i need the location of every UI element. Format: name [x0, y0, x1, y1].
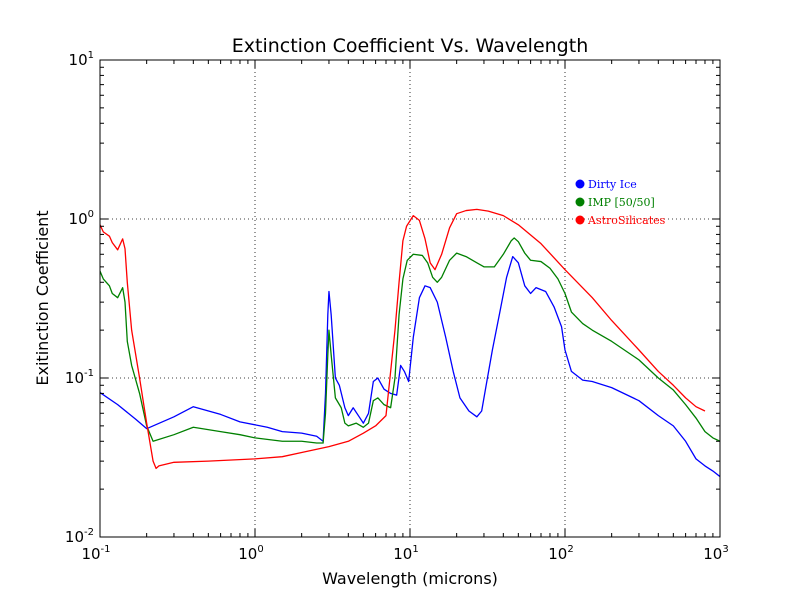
- legend-label-astrosilicates: AstroSilicates: [587, 214, 666, 227]
- series-line-imp-50-50: [100, 237, 720, 444]
- tick-exponent: -2: [84, 527, 94, 538]
- y-tick-label: 101: [69, 50, 94, 69]
- tick-base: 10: [69, 210, 88, 228]
- legend-label-imp-50-50: IMP [50/50]: [588, 196, 655, 209]
- x-tick-label: 102: [548, 544, 573, 563]
- x-tick-label: 10-1: [81, 544, 110, 563]
- tick-base: 10: [69, 51, 88, 69]
- legend-marker-imp-50-50: [575, 197, 585, 207]
- tick-exponent: 2: [567, 544, 573, 555]
- tick-exponent: -1: [101, 544, 111, 555]
- x-tick-label: 100: [238, 544, 263, 563]
- tick-exponent: 0: [88, 209, 94, 220]
- tick-base: 10: [548, 545, 567, 563]
- tick-exponent: 1: [88, 50, 94, 61]
- y-axis-label: Exitinction Coefficient: [33, 210, 52, 385]
- tick-base: 10: [238, 545, 257, 563]
- tick-exponent: 0: [257, 544, 263, 555]
- tick-base: 10: [393, 545, 412, 563]
- x-tick-labels: 10-1 100 101 102 103: [81, 544, 728, 563]
- x-axis-label: Wavelength (microns): [322, 569, 498, 588]
- legend-marker-astrosilicates: [575, 215, 585, 225]
- x-tick-label: 103: [703, 544, 728, 563]
- chart-title: Extinction Coefficient Vs. Wavelength: [232, 35, 588, 57]
- ticks: [99, 59, 721, 538]
- tick-exponent: 1: [412, 544, 418, 555]
- series-line-astrosilicates: [100, 208, 706, 470]
- legend-label-dirty-ice: Dirty Ice: [588, 178, 637, 191]
- tick-base: 10: [65, 369, 84, 387]
- tick-base: 10: [65, 528, 84, 546]
- x-tick-label: 101: [393, 544, 418, 563]
- grid: [100, 60, 720, 537]
- legend: Dirty Ice IMP [50/50] AstroSilicates: [575, 178, 666, 227]
- y-tick-label: 10-2: [65, 527, 94, 546]
- tick-base: 10: [81, 545, 100, 563]
- legend-marker-dirty-ice: [575, 179, 585, 189]
- y-tick-label: 10-1: [65, 368, 94, 387]
- tick-base: 10: [703, 545, 722, 563]
- tick-exponent: -1: [84, 368, 94, 379]
- series-group: [100, 208, 720, 478]
- series-line-dirty-ice: [100, 255, 720, 478]
- tick-exponent: 3: [722, 544, 728, 555]
- y-tick-label: 100: [69, 209, 94, 228]
